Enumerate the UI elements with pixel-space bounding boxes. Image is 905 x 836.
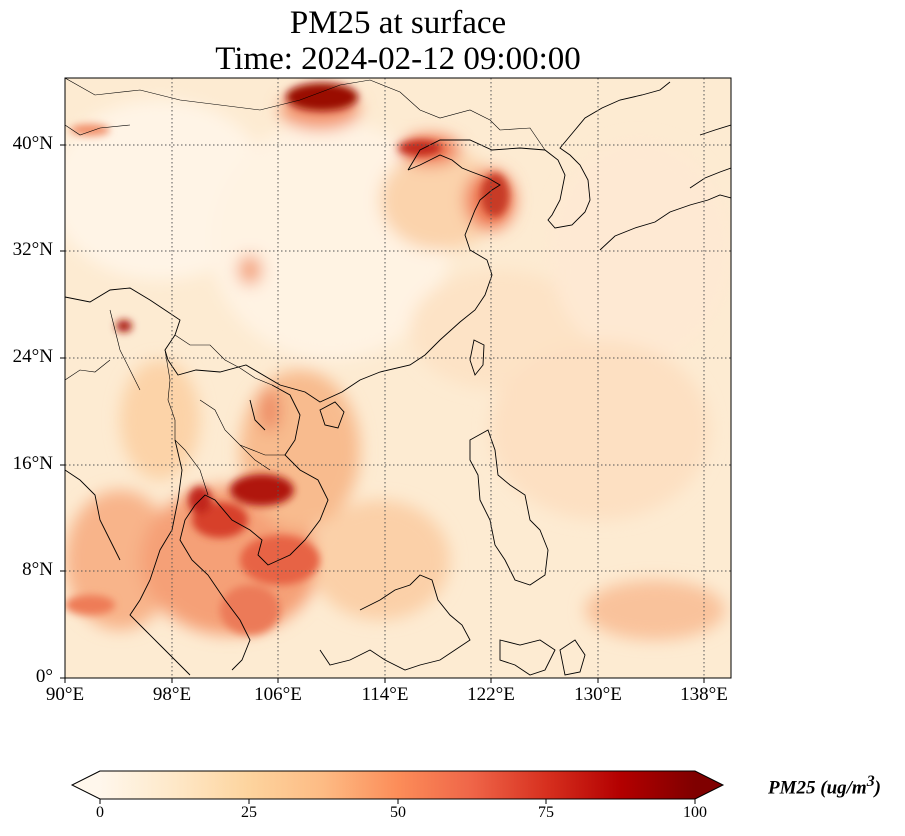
colorbar-label-exponent: 3 (866, 773, 875, 790)
lon-tick-label-106e: 106°E (254, 684, 302, 705)
colorbar-tick-100: 100 (683, 804, 707, 821)
lat-tick-label-16n: 16°N (12, 453, 53, 474)
colorbar-label-text: PM25 (ug/m (768, 777, 867, 799)
country-borders (65, 78, 546, 496)
colorbar-label: PM25 (ug/m3) (768, 773, 881, 799)
lon-tick-label-98e: 98°E (152, 684, 192, 705)
map-frame (64, 77, 732, 679)
colorbar-tick-75: 75 (538, 804, 554, 821)
colorbar (70, 770, 725, 804)
lat-tick-label-32n: 32°N (12, 239, 53, 260)
pm25-field (65, 78, 731, 678)
lon-tick-label-122e: 122°E (467, 684, 515, 705)
lat-tick-label-0: 0° (35, 666, 53, 687)
colorbar-label-close: ) (874, 777, 881, 799)
lon-tick-label-114e: 114°E (361, 684, 409, 705)
lat-tick-label-8n: 8°N (22, 559, 53, 580)
colorbar-tick-25: 25 (241, 804, 257, 821)
colorbar-tick-50: 50 (390, 804, 406, 821)
lat-tick-label-40n: 40°N (12, 133, 53, 154)
map-title: PM25 at surface (289, 5, 507, 41)
lat-tick-label-24n: 24°N (12, 346, 53, 367)
axis-ticks (60, 144, 705, 683)
map-subtitle-time: Time: 2024-02-12 09:00:00 (215, 41, 581, 77)
lon-tick-label-130e: 130°E (574, 684, 622, 705)
graticule (65, 78, 731, 678)
lon-tick-label-90e: 90°E (45, 684, 85, 705)
colorbar-tick-0: 0 (96, 804, 104, 821)
lon-tick-label-138e: 138°E (680, 684, 728, 705)
coastlines (65, 81, 731, 676)
